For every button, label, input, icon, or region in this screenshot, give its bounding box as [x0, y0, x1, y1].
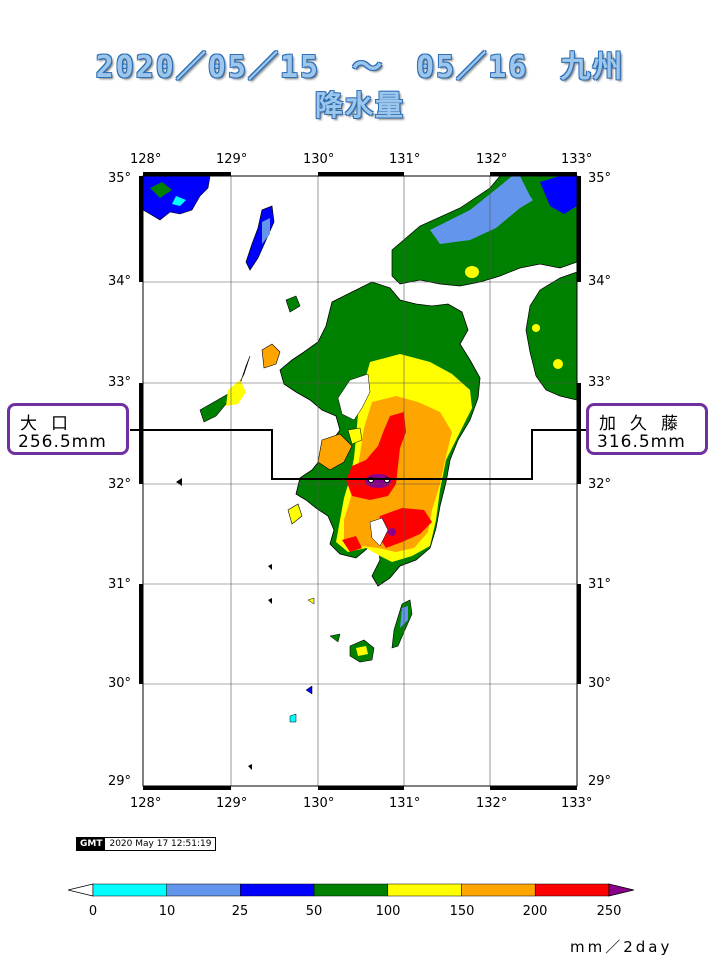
ariake-sea	[337, 373, 371, 421]
gmt-timestamp-stamp: GMT 2020 May 17 12:51:19	[76, 837, 216, 851]
legend-swatch	[240, 883, 315, 897]
color-legend: 0 10 25 50 100 150 200 250	[68, 880, 638, 950]
precip-200-250-zone	[378, 508, 432, 548]
lat-label-right: 30°	[588, 676, 612, 691]
small-island	[329, 633, 341, 643]
lon-label-bottom: 128°	[130, 796, 162, 811]
legend-tick-label: 10	[158, 904, 176, 919]
tsushima-patch	[262, 218, 270, 244]
legend-swatch	[461, 883, 536, 897]
legend-tick-label: 150	[449, 904, 475, 919]
station-name: 大口	[20, 414, 82, 434]
precip-250-plus-zone	[388, 528, 396, 536]
legend-swatch	[166, 883, 241, 897]
legend-unit: mm／2day	[570, 938, 673, 956]
shikoku-yellow-spot	[532, 324, 540, 332]
small-island	[268, 598, 272, 604]
lat-label-right: 29°	[588, 774, 612, 789]
small-island	[307, 597, 315, 605]
legend-swatch	[313, 883, 389, 897]
lat-label-right: 35°	[588, 171, 612, 186]
koshiki-island	[287, 503, 303, 525]
korea-cyan-patch	[172, 196, 186, 206]
timestamp: 2020 May 17 12:51:19	[109, 839, 212, 849]
goto-islands	[199, 355, 251, 423]
lon-label-top: 131°	[389, 152, 421, 167]
korea-green-patch	[150, 182, 172, 198]
legend-arrow-high	[608, 883, 634, 897]
legend-tick-label: 100	[375, 904, 401, 919]
lon-label-bottom: 132°	[476, 796, 508, 811]
legend-swatch	[92, 883, 167, 897]
lon-label-top: 133°	[561, 152, 593, 167]
map-frame-ticks	[139, 172, 581, 790]
small-island	[289, 713, 297, 723]
lat-label-right: 32°	[588, 477, 612, 492]
station-value: 256.5mm	[18, 432, 107, 452]
honshu-dark-blue-patch	[540, 176, 577, 214]
yakushima-patch	[356, 646, 368, 656]
lat-label-right: 34°	[588, 274, 612, 289]
honshu-blue-band	[430, 176, 540, 244]
lat-label-left: 34°	[108, 274, 132, 289]
small-island	[268, 564, 272, 570]
lat-label-right: 33°	[588, 375, 612, 390]
lon-label-bottom: 130°	[303, 796, 335, 811]
precip-200-250-zone	[342, 536, 362, 552]
title-line-2: 降水量	[314, 89, 405, 122]
gmt-logo: GMT	[77, 838, 106, 850]
lon-label-bottom: 133°	[561, 796, 593, 811]
small-island	[305, 685, 313, 695]
station-value: 316.5mm	[597, 432, 686, 452]
callout-connector-line	[130, 429, 586, 480]
lat-label-left: 29°	[108, 774, 132, 789]
small-island	[248, 764, 252, 770]
legend-swatch	[534, 883, 610, 897]
lon-label-top: 128°	[130, 152, 162, 167]
lon-label-top: 132°	[476, 152, 508, 167]
honshu-yellow-spot	[465, 266, 479, 278]
map-gridlines	[143, 176, 577, 786]
legend-tick-label: 200	[522, 904, 548, 919]
legend-swatch	[387, 883, 462, 897]
amakusa-island	[347, 427, 363, 445]
station-name: 加久藤	[599, 414, 692, 434]
lon-label-top: 130°	[303, 152, 335, 167]
lat-label-left: 33°	[108, 375, 132, 390]
title-line-1: 2020／05／15 ～ 05／16 九州	[95, 50, 625, 85]
callout-kakuto: 加久藤 316.5mm	[586, 403, 708, 455]
lon-label-top: 129°	[216, 152, 248, 167]
hirado-island	[261, 343, 281, 369]
legend-tick-label: 250	[596, 904, 622, 919]
shikoku-land	[525, 271, 578, 401]
lat-label-left: 30°	[108, 676, 132, 691]
legend-tick-label: 0	[88, 904, 98, 919]
lon-label-bottom: 131°	[389, 796, 421, 811]
shikoku-yellow-spot	[553, 359, 563, 369]
iki-island	[285, 295, 301, 313]
kagoshima-bay	[369, 517, 389, 547]
lat-label-left: 35°	[108, 171, 132, 186]
legend-tick-label: 50	[305, 904, 323, 919]
lon-label-bottom: 129°	[216, 796, 248, 811]
lat-label-left: 32°	[108, 477, 132, 492]
lat-label-left: 31°	[108, 577, 132, 592]
legend-tick-label: 25	[231, 904, 249, 919]
legend-colorbar	[68, 883, 634, 897]
lat-label-right: 31°	[588, 577, 612, 592]
legend-arrow-low	[68, 883, 94, 897]
callout-ookuchi: 大口 256.5mm	[7, 403, 129, 455]
